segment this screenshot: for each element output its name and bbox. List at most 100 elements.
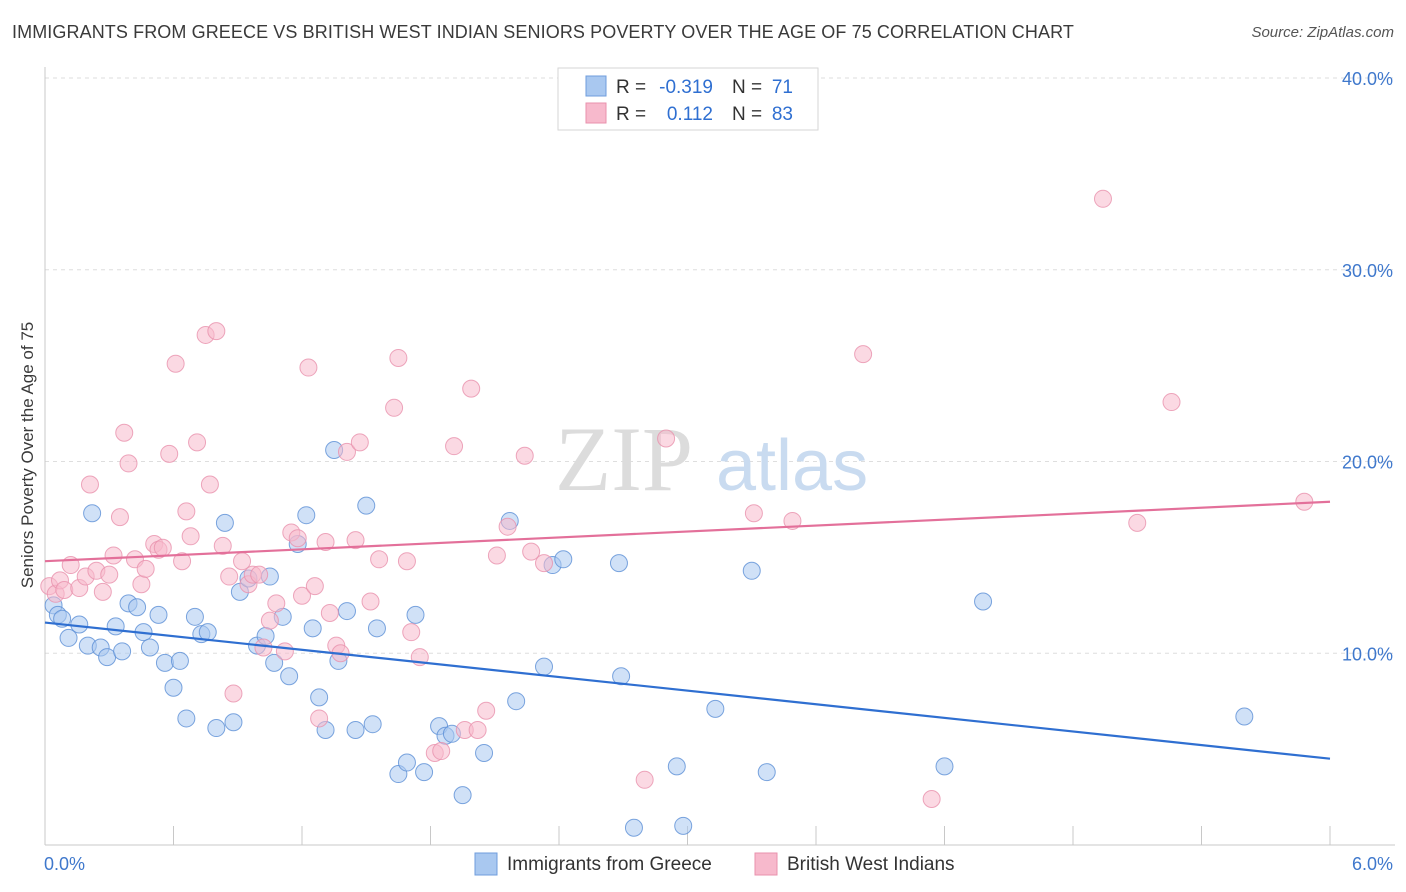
bwi-point	[119, 454, 138, 473]
bwi-point	[181, 527, 200, 546]
legend-swatch-greece	[585, 75, 607, 97]
bwi-point	[635, 770, 654, 789]
bwi-point	[462, 379, 481, 398]
y-tick-label: 20.0%	[1342, 453, 1393, 473]
legend-r-label: R =	[616, 104, 646, 125]
bwi-point	[1128, 513, 1147, 532]
bwi-point	[522, 542, 541, 561]
bwi-point	[267, 594, 286, 613]
greece-point	[280, 667, 299, 686]
greece-point	[297, 506, 316, 525]
y-tick-label: 10.0%	[1342, 644, 1393, 664]
bwi-point	[177, 502, 196, 521]
x-tick-label: 0.0%	[44, 854, 85, 874]
legend-r-value: -0.319	[659, 77, 713, 98]
bwi-point	[110, 508, 129, 527]
bwi-point	[213, 536, 232, 555]
greece-point	[742, 561, 761, 580]
bwi-point	[922, 789, 941, 808]
bwi-point	[173, 552, 192, 571]
greece-point	[224, 713, 243, 732]
y-axis-label: Seniors Poverty Over the Age of 75	[18, 322, 37, 588]
greece-point	[935, 757, 954, 776]
x-tick-label: 6.0%	[1352, 854, 1393, 874]
legend-bottom-swatch-bwi	[754, 852, 778, 876]
greece-point	[609, 554, 628, 573]
greece-point	[215, 513, 234, 532]
bwi-point	[80, 475, 99, 494]
bwi-point	[854, 345, 873, 364]
greece-point	[170, 651, 189, 670]
greece-trend-line	[44, 621, 1331, 760]
chart-title: IMMIGRANTS FROM GREECE VS BRITISH WEST I…	[12, 22, 1074, 42]
greece-point	[140, 638, 159, 657]
bwi-point	[207, 322, 226, 341]
bwi-point	[402, 623, 421, 642]
trend-lines	[44, 500, 1331, 760]
bwi-point	[115, 423, 134, 442]
bwi-point	[477, 701, 496, 720]
bwi-point	[132, 575, 151, 594]
bwi-point	[104, 546, 123, 565]
bwi-point	[166, 354, 185, 373]
bwi-point	[432, 742, 451, 761]
bwi-point	[744, 504, 763, 523]
greece-point	[185, 607, 204, 626]
legend-n-value: 71	[772, 77, 793, 98]
bwi-point	[93, 582, 112, 601]
bwi-point	[316, 533, 335, 552]
greece-point	[612, 667, 631, 686]
bwi-point	[468, 720, 487, 739]
greece-point	[207, 719, 226, 738]
legend-n-label: N =	[732, 77, 762, 98]
greece-point	[974, 592, 993, 611]
greece-point	[1235, 707, 1254, 726]
bwi-point	[445, 437, 464, 456]
bwi-point	[350, 433, 369, 452]
bwi-point	[250, 565, 269, 584]
bwi-point	[389, 348, 408, 367]
greece-point	[149, 605, 168, 624]
legend-bottom-label-greece: Immigrants from Greece	[507, 854, 712, 875]
bwi-point	[299, 358, 318, 377]
greece-point	[415, 763, 434, 782]
bwi-point	[288, 529, 307, 548]
bwi-point	[783, 511, 802, 530]
greece-point	[667, 757, 686, 776]
greece-point	[303, 619, 322, 638]
bwi-point	[275, 642, 294, 661]
bwi-point	[254, 638, 273, 657]
greece-point	[98, 648, 117, 667]
bwi-point	[515, 446, 534, 465]
bwi-point	[305, 577, 324, 596]
bwi-point	[535, 554, 554, 573]
bwi-point	[361, 592, 380, 611]
greece-point	[367, 619, 386, 638]
bwi-point	[260, 611, 279, 630]
bwi-point	[1162, 393, 1181, 412]
bwi-point	[498, 517, 517, 536]
legend-r-value: 0.112	[667, 104, 713, 125]
y-tick-labels: 10.0% 20.0% 30.0% 40.0%	[1342, 69, 1393, 664]
greece-point	[406, 605, 425, 624]
greece-point	[453, 786, 472, 805]
bwi-point	[346, 531, 365, 550]
bwi-point	[136, 559, 155, 578]
greece-point	[706, 699, 725, 718]
greece-point	[363, 715, 382, 734]
watermark-atlas: atlas	[716, 426, 868, 506]
bwi-point	[200, 475, 219, 494]
bwi-point	[100, 565, 119, 584]
greece-point	[265, 653, 284, 672]
greece-point	[337, 602, 356, 621]
greece-point	[310, 688, 329, 707]
bwi-point	[1093, 189, 1112, 208]
data-points	[40, 189, 1314, 837]
bwi-point	[337, 442, 356, 461]
legend-bottom-label-bwi: British West Indians	[787, 854, 955, 875]
greece-point	[357, 496, 376, 515]
bwi-point	[220, 567, 239, 586]
bwi-point	[657, 429, 676, 448]
greece-point	[397, 753, 416, 772]
